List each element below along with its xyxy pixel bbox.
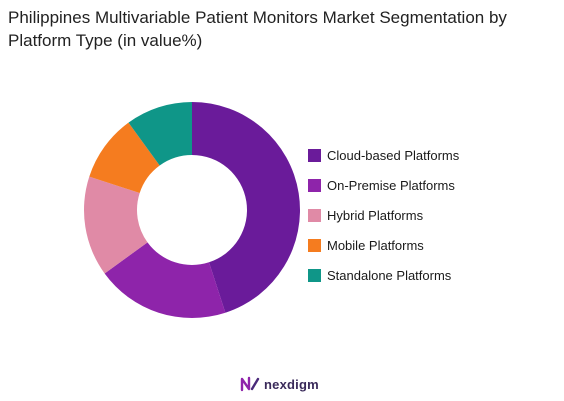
chart-legend: Cloud-based Platforms On-Premise Platform… [308,140,548,290]
legend-swatch [308,208,321,222]
legend-label: Standalone Platforms [327,267,452,283]
donut-slice-on-premise-platforms [104,242,226,318]
legend-swatch [308,268,321,282]
legend-label: Cloud-based Platforms [327,147,460,163]
brand-footer: nexdigm [240,376,319,392]
chart-title: Philippines Multivariable Patient Monito… [8,8,507,50]
legend-item: Mobile Platforms [308,230,548,260]
donut-slice-hybrid-platforms [84,176,148,274]
legend-item: Standalone Platforms [308,260,548,290]
legend-swatch [308,238,321,252]
donut-slice-cloud-based-platforms [192,102,301,313]
legend-label: Mobile Platforms [327,237,424,253]
legend-item: On-Premise Platforms [308,170,548,200]
legend-label: Hybrid Platforms [327,207,424,223]
nexdigm-logo-icon [240,376,260,392]
legend-label: On-Premise Platforms [327,177,455,193]
donut-slice-standalone-platforms [128,102,192,166]
legend-item: Hybrid Platforms [308,200,548,230]
legend-swatch [308,178,321,192]
brand-name: nexdigm [264,376,319,392]
legend-item: Cloud-based Platforms [308,140,548,170]
legend-swatch [308,148,321,162]
donut-slice-mobile-platforms [89,122,160,194]
